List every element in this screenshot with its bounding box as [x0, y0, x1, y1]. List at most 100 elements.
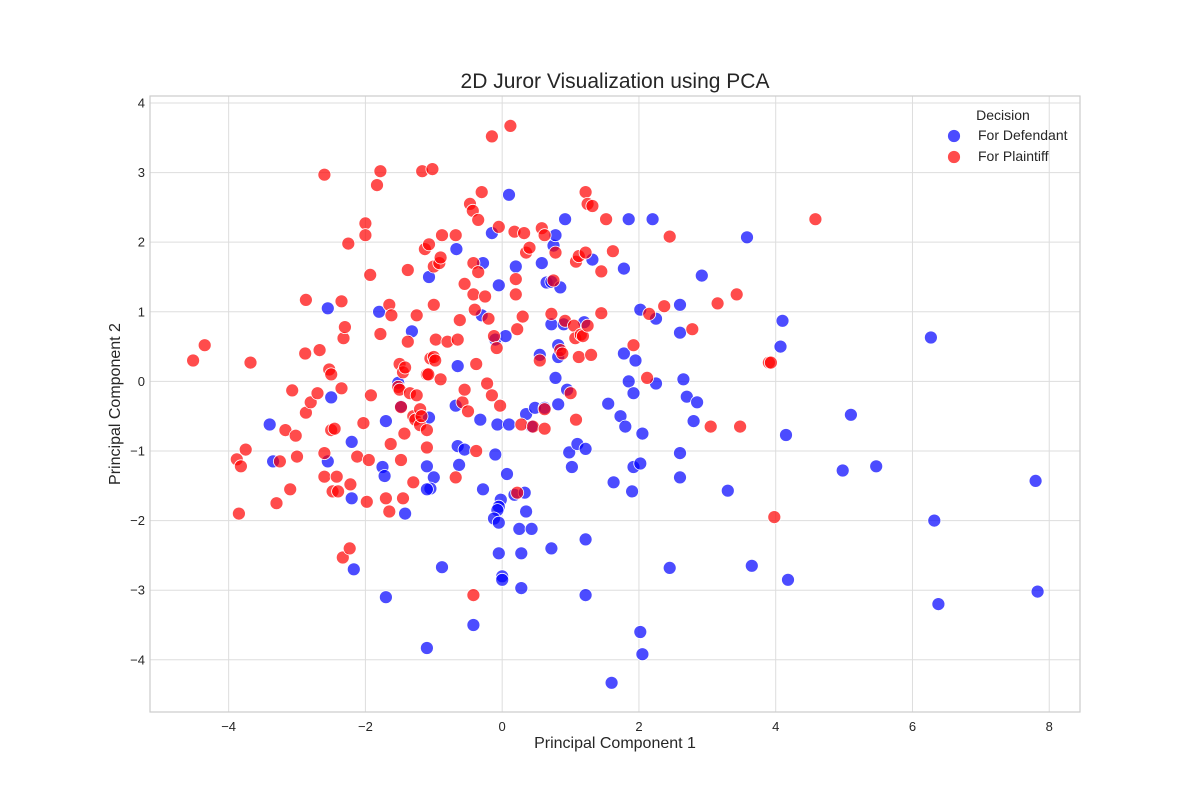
data-point: [617, 261, 631, 276]
data-point: [740, 230, 754, 245]
data-point: [931, 597, 946, 611]
y-tick-labels: −4 −3 −2 −1 0 1 2 3 4: [130, 95, 145, 667]
data-point: [317, 469, 332, 484]
data-point: [733, 419, 747, 434]
data-point: [548, 245, 563, 260]
data-point: [350, 449, 365, 464]
data-point: [435, 228, 449, 243]
data-point: [471, 265, 486, 280]
data-point: [621, 212, 636, 227]
data-point: [310, 386, 325, 401]
data-point: [625, 484, 639, 499]
x-tick-label: 6: [909, 719, 916, 734]
data-point: [373, 164, 388, 179]
data-point: [584, 347, 598, 362]
data-point: [290, 449, 304, 464]
data-point: [626, 338, 641, 353]
data-point: [450, 332, 465, 347]
data-point: [457, 276, 472, 291]
plot-frame: [149, 95, 1081, 713]
data-point: [491, 219, 506, 234]
data-point: [466, 287, 481, 302]
y-tick-label: 3: [138, 165, 145, 180]
data-point: [359, 494, 374, 509]
data-point: [406, 475, 421, 490]
data-point: [400, 334, 415, 349]
data-point: [231, 506, 246, 521]
data-point: [358, 216, 373, 231]
data-point: [514, 581, 529, 595]
data-point: [478, 289, 493, 304]
data-point: [537, 228, 552, 243]
data-point: [569, 412, 583, 427]
data-point: [491, 546, 506, 561]
data-point: [450, 359, 465, 374]
data-point: [604, 675, 619, 690]
legend-title: Decision: [976, 107, 1030, 123]
data-point: [426, 297, 441, 312]
data-point: [617, 346, 631, 361]
data-point: [580, 318, 595, 333]
data-point: [686, 414, 701, 429]
data-point: [343, 477, 358, 492]
data-point: [781, 572, 795, 587]
data-point: [775, 313, 790, 328]
data-point: [508, 272, 523, 287]
data-point: [606, 244, 620, 259]
data-point: [515, 309, 530, 324]
data-point: [779, 428, 793, 442]
data-point: [578, 441, 593, 456]
data-point: [288, 428, 303, 443]
y-tick-label: −2: [130, 513, 145, 528]
data-point: [448, 228, 463, 243]
y-tick-label: −4: [130, 652, 145, 667]
data-point: [508, 287, 523, 302]
x-tick-label: 8: [1046, 719, 1053, 734]
x-tick-labels: −4 −2 0 2 4 6 8: [221, 719, 1053, 734]
data-point: [548, 370, 563, 385]
data-point: [373, 327, 388, 341]
data-point: [422, 237, 436, 252]
data-point: [519, 504, 533, 519]
data-point: [503, 119, 518, 133]
y-tick-label: 1: [138, 304, 145, 319]
data-point: [233, 459, 248, 474]
data-point: [324, 390, 339, 405]
chart-title: 2D Juror Visualization using PCA: [461, 70, 770, 93]
data-point: [558, 212, 572, 227]
data-point: [461, 404, 475, 419]
data-point: [1028, 473, 1043, 488]
data-point: [635, 426, 650, 441]
data-point: [419, 459, 434, 474]
data-point: [606, 475, 621, 490]
data-point: [673, 470, 687, 485]
data-point: [526, 419, 540, 434]
data-point: [466, 618, 481, 632]
data-point: [514, 417, 529, 432]
data-point: [690, 395, 704, 410]
data-point: [694, 268, 709, 283]
data-point: [377, 469, 392, 483]
legend: Decision For Defendant For Plaintiff: [947, 107, 1068, 164]
data-point: [498, 329, 513, 344]
x-axis-label: Principal Component 1: [534, 735, 696, 752]
y-tick-label: −1: [130, 443, 145, 458]
data-point: [512, 522, 527, 536]
data-point: [578, 245, 593, 260]
data-point: [419, 482, 434, 497]
data-point: [469, 444, 484, 458]
data-point: [481, 311, 496, 326]
data-point: [517, 226, 531, 241]
data-point: [398, 506, 413, 521]
data-point: [334, 381, 349, 396]
data-point: [487, 329, 501, 344]
data-point: [844, 407, 858, 422]
data-point: [414, 409, 429, 424]
data-point: [370, 178, 384, 193]
data-point: [599, 212, 613, 227]
data-point: [448, 470, 463, 485]
data-point: [537, 421, 552, 436]
data-point: [676, 372, 691, 387]
data-point: [662, 561, 677, 575]
